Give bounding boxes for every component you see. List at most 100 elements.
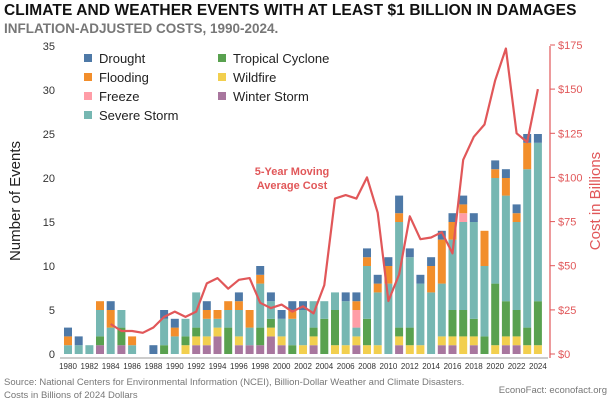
bar-segment-winter-storm-1993 [202, 345, 211, 354]
y-tick-label-20: 20 [43, 173, 55, 185]
legend: Drought Tropical Cyclone Flooding Wildfire F… [84, 51, 329, 123]
bar-segment-severe-storm-2010 [384, 283, 393, 354]
bar-segment-flooding-2015 [437, 239, 446, 284]
x-tick-label-2002: 2002 [294, 362, 312, 371]
bar-segment-flooding-1997 [245, 310, 254, 328]
bar-segment-tropical-cyclone-1991 [181, 336, 190, 346]
bar-segment-winter-storm-2015 [437, 345, 446, 354]
bar-segment-severe-storm-2008 [363, 266, 371, 319]
bar-segment-winter-storm-2003 [309, 345, 318, 354]
bar-segment-tropical-cyclone-2001 [288, 345, 297, 354]
bar-segment-flooding-2007 [352, 301, 361, 310]
y-tick-label-25: 25 [43, 129, 55, 141]
y-axis-label: Number of Events [7, 141, 24, 261]
bar-segment-severe-storm-2014 [427, 292, 436, 354]
bar-segment-drought-2001 [288, 301, 297, 310]
bar-segment-drought-2012 [405, 248, 414, 258]
bar-segment-flooding-1980 [64, 336, 72, 346]
bar-segment-severe-storm-2015 [437, 283, 446, 337]
bar-segment-flooding-1993 [202, 310, 211, 319]
bar-segment-drought-2022 [512, 204, 521, 214]
bar-segment-winter-storm-1983 [96, 345, 104, 354]
bar-segment-wildfire-2020 [491, 345, 500, 354]
bar-segment-severe-storm-2017 [459, 222, 468, 310]
bar-segment-severe-storm-1985 [117, 310, 126, 328]
legend-swatch-flooding [84, 73, 92, 81]
y2-tick-label-0: $0 [558, 349, 570, 361]
bar-segment-wildfire-1999 [266, 327, 275, 337]
bar-segment-winter-storm-1994 [213, 336, 222, 354]
cost-annotation-line-2: Average Cost [257, 180, 328, 192]
legend-swatch-severe-storm [84, 111, 92, 119]
bar-segment-severe-storm-2019 [480, 266, 489, 337]
bar-segment-flooding-1990 [170, 327, 179, 337]
bar-segment-drought-2013 [416, 274, 425, 284]
source-note: Source: National Centers for Environment… [4, 377, 465, 388]
bar-segment-flooding-2019 [480, 230, 489, 266]
bar-segment-severe-storm-2023 [523, 169, 532, 328]
legend-label-winter-storm: Winter Storm [233, 89, 309, 104]
bar-segment-drought-2024 [533, 134, 542, 143]
bar-segment-winter-storm-1998 [256, 345, 265, 354]
bar-segment-wildfire-2013 [416, 345, 425, 354]
y2-tick-label-125: $125 [558, 128, 582, 140]
y-tick-label-10: 10 [43, 261, 55, 273]
bar-segment-wildfire-2009 [373, 345, 382, 354]
bar-segment-tropical-cyclone-2021 [501, 301, 510, 337]
bar-segment-winter-storm-1997 [245, 345, 254, 354]
x-tick-label-2004: 2004 [315, 362, 333, 371]
bar-segment-severe-storm-1990 [170, 336, 179, 354]
bar-segment-tropical-cyclone-1989 [160, 345, 169, 354]
bar-segment-severe-storm-2018 [469, 222, 478, 319]
bar-segment-drought-2007 [352, 292, 361, 302]
legend-swatch-wildfire [218, 73, 226, 81]
x-tick-label-2000: 2000 [273, 362, 291, 371]
chart-title: CLIMATE AND WEATHER EVENTS WITH AT LEAST… [4, 2, 577, 19]
bar-segment-wildfire-2000 [277, 336, 286, 346]
bar-segment-severe-storm-1998 [256, 283, 265, 328]
legend-label-freeze: Freeze [99, 89, 139, 104]
bar-segment-drought-1990 [170, 318, 179, 328]
legend-label-tropical-cyclone: Tropical Cyclone [233, 51, 329, 66]
bar-segment-severe-storm-2000 [277, 318, 286, 337]
bar-segment-tropical-cyclone-1992 [192, 327, 201, 337]
bar-segment-winter-storm-1992 [192, 345, 201, 354]
bar-segment-wildfire-2003 [309, 336, 318, 346]
y2-tick-label-50: $50 [558, 261, 576, 273]
bar-segment-flooding-2020 [491, 169, 500, 178]
bar-segment-flooding-2001 [288, 310, 297, 319]
x-tick-label-2020: 2020 [486, 362, 504, 371]
bar-segment-drought-2014 [427, 257, 436, 266]
bar-segment-flooding-2008 [363, 257, 371, 266]
bar-segment-drought-1989 [160, 310, 169, 319]
legend-swatch-freeze [84, 92, 92, 100]
bar-segment-severe-storm-1989 [160, 318, 169, 346]
y2-tick-label-100: $100 [558, 172, 582, 184]
bar-segment-flooding-2022 [512, 213, 521, 222]
bar-segment-severe-storm-1991 [181, 318, 190, 337]
bar-segment-tropical-cyclone-1983 [96, 336, 104, 346]
x-tick-label-2006: 2006 [337, 362, 355, 371]
bar-segment-winter-storm-1996 [234, 345, 243, 354]
bar-segment-drought-2008 [363, 248, 371, 258]
bar-segment-tropical-cyclone-2022 [512, 310, 521, 337]
bar-segment-drought-2015 [437, 230, 446, 240]
bar-segment-severe-storm-1984 [106, 327, 115, 354]
bar-segment-severe-storm-1982 [85, 345, 94, 354]
bar-segment-severe-storm-2006 [341, 301, 350, 346]
bar-segment-drought-2010 [384, 257, 393, 266]
bar-segment-flooding-2023 [523, 142, 532, 170]
x-tick-label-1998: 1998 [251, 362, 269, 371]
legend-label-flooding: Flooding [99, 70, 149, 85]
bar-segment-wildfire-2021 [501, 336, 510, 346]
bar-segment-flooding-2021 [501, 178, 510, 196]
y-tick-label-5: 5 [49, 305, 55, 317]
bar-segment-severe-storm-1980 [64, 345, 72, 354]
bar-segment-drought-1998 [256, 266, 265, 275]
bar-segment-drought-2011 [395, 195, 404, 214]
bar-segment-wildfire-2018 [469, 336, 478, 346]
bar-segment-wildfire-2016 [448, 336, 457, 346]
bar-segment-wildfire-2023 [523, 345, 532, 354]
y2-tick-label-175: $175 [558, 40, 582, 52]
bar-segment-drought-1981 [74, 336, 83, 346]
